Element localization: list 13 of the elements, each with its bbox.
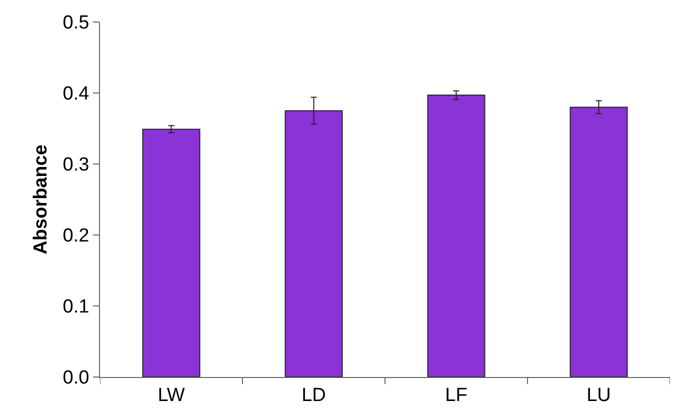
x-tick-label: LW bbox=[158, 384, 185, 406]
y-tick-label: 0.3 bbox=[62, 154, 90, 176]
y-tick-label: 0.5 bbox=[62, 12, 90, 34]
x-tick-label: LF bbox=[445, 384, 468, 406]
x-tick-label: LU bbox=[586, 384, 611, 406]
y-tick-label: 0.1 bbox=[62, 296, 90, 318]
y-tick-label: 0.2 bbox=[62, 226, 90, 247]
y-tick-label: 0.4 bbox=[62, 84, 90, 105]
x-tick-label: LD bbox=[302, 384, 326, 406]
bar bbox=[427, 94, 486, 377]
bar bbox=[142, 128, 200, 377]
y-axis-title: Absorbance bbox=[30, 144, 52, 254]
y-tick-label: 0.0 bbox=[62, 368, 90, 389]
